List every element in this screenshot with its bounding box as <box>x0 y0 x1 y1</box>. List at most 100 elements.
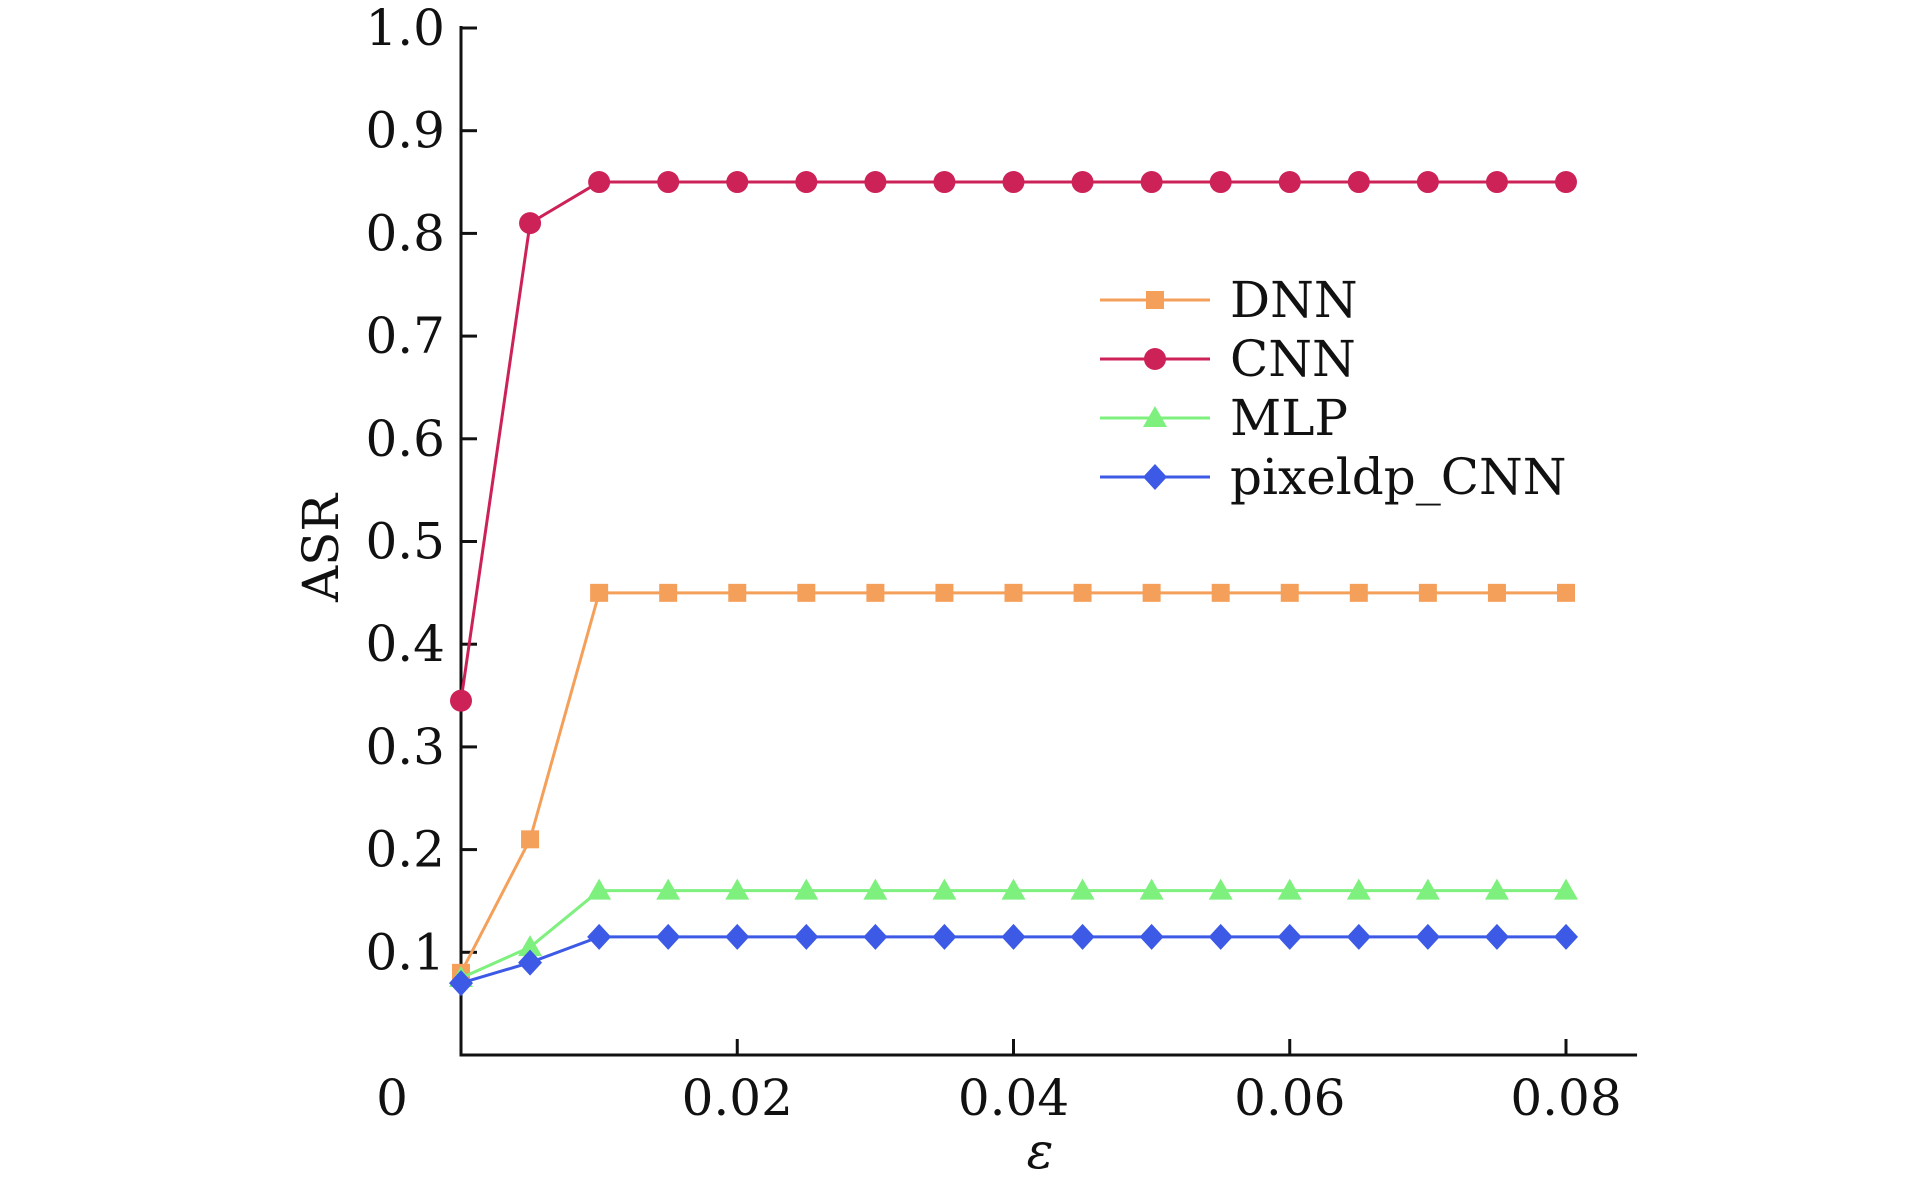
legend-label-mlp: MLP <box>1230 389 1348 447</box>
point-pixeldp-cnn-15 <box>1484 923 1509 950</box>
point-cnn-5 <box>795 171 818 194</box>
point-dnn-10 <box>1142 583 1161 602</box>
y-tick-label-0: 0.1 <box>365 923 445 981</box>
point-dnn-9 <box>1073 583 1092 602</box>
point-dnn-6 <box>866 583 885 602</box>
point-cnn-1 <box>519 212 542 235</box>
point-dnn-11 <box>1211 583 1230 602</box>
point-mlp-5 <box>794 878 819 900</box>
point-dnn-8 <box>1004 583 1023 602</box>
legend-item-cnn: CNN <box>1100 330 1356 388</box>
point-pixeldp-cnn-9 <box>1070 923 1095 950</box>
y-tick-label-4: 0.5 <box>365 513 445 571</box>
point-mlp-16 <box>1554 878 1578 900</box>
axes: 0.1 0.2 0.3 0.4 0.5 0.6 0.7 0.8 0.9 1.0 0.02 0.04 0.… <box>365 0 1638 1127</box>
point-cnn-7 <box>933 171 956 194</box>
point-cnn-3 <box>657 171 680 194</box>
legend-label-pixeldp-cnn: pixeldp_CNN <box>1230 448 1567 506</box>
point-cnn-8 <box>1002 171 1025 194</box>
x-tick-label-0: 0.02 <box>682 1069 793 1127</box>
point-cnn-10 <box>1140 171 1163 194</box>
point-mlp-11 <box>1208 878 1233 900</box>
point-cnn-12 <box>1278 171 1301 194</box>
point-pixeldp-cnn-5 <box>794 923 819 950</box>
legend-marker-pixeldp-cnn <box>1143 464 1167 490</box>
point-mlp-1 <box>518 935 543 957</box>
point-dnn-15 <box>1487 583 1506 602</box>
point-mlp-14 <box>1415 878 1440 900</box>
point-dnn-12 <box>1280 583 1299 602</box>
series-cnn <box>450 171 1577 712</box>
point-cnn-2 <box>588 171 611 194</box>
legend-label-dnn: DNN <box>1230 271 1358 329</box>
legend-item-dnn: DNN <box>1100 271 1358 329</box>
series-mlp <box>449 878 1578 987</box>
point-pixeldp-cnn-1 <box>518 949 543 976</box>
point-pixeldp-cnn-7 <box>932 923 957 950</box>
y-tick-label-1: 0.2 <box>365 821 445 879</box>
point-mlp-7 <box>932 878 957 900</box>
point-pixeldp-cnn-14 <box>1415 923 1440 950</box>
origin-label: 0 <box>376 1069 408 1127</box>
y-tick-label-7: 0.8 <box>365 204 445 262</box>
point-mlp-15 <box>1484 878 1509 900</box>
series-group <box>449 171 1578 997</box>
legend-label-cnn: CNN <box>1230 330 1356 388</box>
legend-item-pixeldp-cnn: pixeldp_CNN <box>1100 448 1567 506</box>
x-axis-title: ε <box>1027 1122 1054 1180</box>
point-mlp-2 <box>587 878 612 900</box>
legend-marker-cnn <box>1144 348 1166 370</box>
point-cnn-6 <box>864 171 887 194</box>
point-dnn-16 <box>1557 583 1575 602</box>
point-dnn-14 <box>1418 583 1437 602</box>
legend-marker-mlp <box>1143 406 1167 427</box>
point-mlp-9 <box>1070 878 1095 900</box>
x-tick-label-2: 0.06 <box>1234 1069 1345 1127</box>
point-pixeldp-cnn-8 <box>1001 923 1026 950</box>
point-pixeldp-cnn-12 <box>1277 923 1302 950</box>
legend-item-mlp: MLP <box>1100 389 1348 447</box>
y-tick-label-3: 0.4 <box>365 615 445 673</box>
point-cnn-15 <box>1485 171 1508 194</box>
point-mlp-3 <box>656 878 681 900</box>
point-cnn-16 <box>1555 171 1577 194</box>
point-mlp-6 <box>863 878 888 900</box>
point-mlp-4 <box>725 878 750 900</box>
point-cnn-4 <box>726 171 749 194</box>
x-tick-label-3: 0.08 <box>1510 1069 1621 1127</box>
y-tick-label-5: 0.6 <box>365 410 445 468</box>
point-pixeldp-cnn-0 <box>449 970 473 997</box>
series-pixeldp-cnn <box>449 923 1578 997</box>
point-dnn-2 <box>590 583 609 602</box>
y-tick-label-6: 0.7 <box>365 307 445 365</box>
point-mlp-10 <box>1139 878 1164 900</box>
point-pixeldp-cnn-16 <box>1554 923 1578 950</box>
x-tick-label-1: 0.04 <box>958 1069 1069 1127</box>
point-cnn-0 <box>450 689 472 712</box>
point-pixeldp-cnn-6 <box>863 923 888 950</box>
point-pixeldp-cnn-11 <box>1208 923 1233 950</box>
y-axis-title: ASR <box>292 493 350 603</box>
point-pixeldp-cnn-13 <box>1346 923 1371 950</box>
point-pixeldp-cnn-4 <box>725 923 750 950</box>
point-mlp-8 <box>1001 878 1026 900</box>
point-dnn-5 <box>797 583 816 602</box>
point-dnn-3 <box>659 583 678 602</box>
point-cnn-14 <box>1416 171 1439 194</box>
point-cnn-9 <box>1071 171 1094 194</box>
point-pixeldp-cnn-3 <box>656 923 681 950</box>
point-pixeldp-cnn-2 <box>587 923 612 950</box>
y-tick-label-2: 0.3 <box>365 718 445 776</box>
point-mlp-12 <box>1277 878 1302 900</box>
point-pixeldp-cnn-10 <box>1139 923 1164 950</box>
series-line-cnn <box>459 180 1566 701</box>
point-cnn-11 <box>1209 171 1232 194</box>
point-cnn-13 <box>1347 171 1370 194</box>
point-dnn-1 <box>521 830 540 849</box>
y-tick-label-9: 1.0 <box>365 0 445 57</box>
point-dnn-4 <box>728 583 747 602</box>
point-mlp-13 <box>1346 878 1371 900</box>
legend-marker-dnn <box>1146 291 1164 309</box>
